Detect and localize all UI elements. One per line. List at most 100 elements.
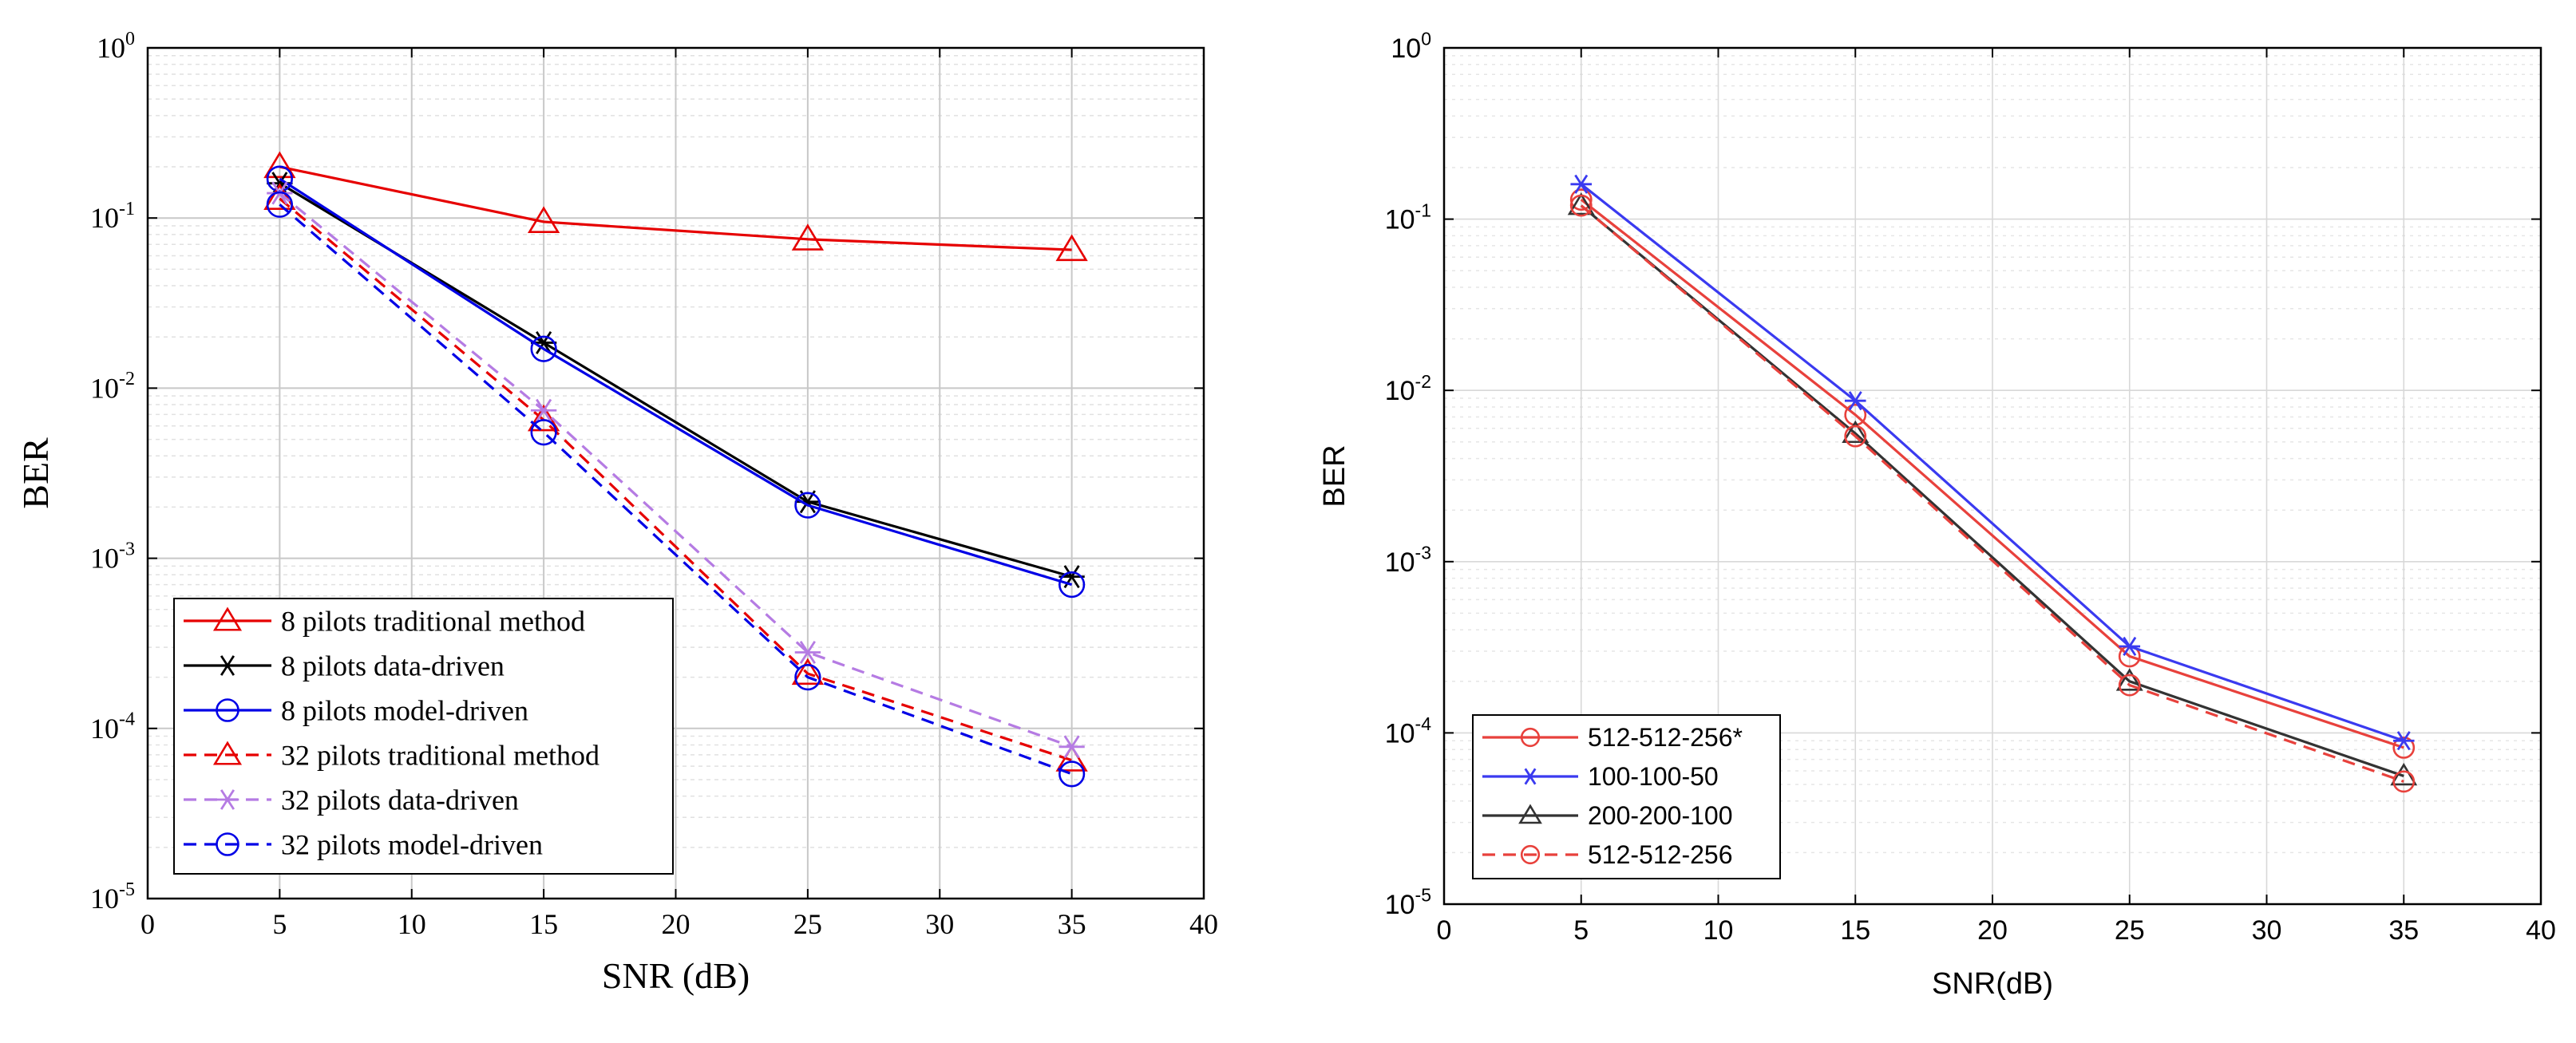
legend-item: 8 pilots data-driven (184, 650, 505, 682)
x-tick-label: 35 (1058, 908, 1086, 940)
x-tick-label: 5 (1573, 915, 1589, 946)
legend-label: 8 pilots model-driven (281, 695, 528, 727)
series-512-512-256 (1569, 194, 2416, 793)
y-tick-label: 10-3 (1385, 543, 1431, 578)
marker-circle (2392, 770, 2416, 793)
asterisk-stroke (2123, 636, 2137, 657)
marker-triangle (1055, 745, 1088, 772)
x-tick-label: 25 (2115, 915, 2145, 946)
y-tick-label: 10-4 (1385, 713, 1431, 749)
legend: 512-512-256* 100-100-50 200-200-100 512-512… (1472, 714, 1781, 879)
marker-asterisk (1058, 735, 1085, 759)
y-tick-label: 10-2 (1385, 371, 1431, 406)
legend-label: 8 pilots traditional method (281, 606, 585, 638)
x-tick-label: 20 (1977, 915, 2008, 946)
marker-circle (1520, 727, 1541, 748)
legend-item: 512-512-256* (1482, 723, 1743, 752)
x-tick-label: 10 (398, 908, 426, 940)
series-line (279, 197, 1073, 762)
marker-circle (1569, 188, 1593, 211)
legend-item: 512-512-256 (1482, 840, 1732, 869)
series-32-pilots-traditional-method (263, 183, 1088, 772)
marker-triangle (212, 606, 243, 631)
series-32-pilots-data-driven (267, 181, 1085, 759)
series-group (263, 151, 1088, 788)
x-tick-label: 30 (2252, 915, 2282, 946)
marker-circle (266, 191, 293, 218)
y-tick-label: 10-4 (90, 709, 135, 745)
marker-asterisk (216, 655, 239, 676)
series-line (1580, 204, 2404, 783)
y-tick-label: 100 (97, 29, 135, 64)
x-tick-label: 0 (140, 908, 155, 940)
marker-circle (530, 335, 557, 362)
legend-item: 200-200-100 (1482, 801, 1732, 830)
legend-item: 8 pilots traditional method (184, 606, 585, 638)
marker-triangle (791, 658, 825, 685)
legend-label: 32 pilots model-driven (281, 829, 543, 861)
x-tick-label: 20 (662, 908, 690, 940)
marker-triangle (791, 223, 825, 251)
y-tick-label: 100 (1391, 29, 1431, 64)
y-tick-label: 10-5 (90, 879, 135, 915)
marker-triangle (1842, 420, 1870, 444)
x-tick-label: 5 (272, 908, 287, 940)
legend-box (173, 598, 674, 875)
marker-asterisk (530, 398, 557, 422)
marker-triangle (527, 206, 560, 233)
x-tick-label: 15 (529, 908, 558, 940)
marker-circle (1844, 403, 1867, 426)
marker-asterisk (1521, 768, 1540, 785)
y-tick-label: 10-1 (1385, 200, 1431, 235)
series-line (279, 165, 1072, 251)
asterisk-stroke (1524, 768, 1537, 785)
x-tick-label: 40 (1189, 908, 1218, 940)
marker-triangle (263, 151, 296, 179)
marker-triangle (527, 404, 560, 432)
legend-label: 200-200-100 (1588, 801, 1732, 830)
marker-triangle (212, 741, 243, 765)
asterisk-stroke (536, 398, 552, 422)
asterisk-stroke (2396, 731, 2411, 751)
y-tick-label: 10-1 (90, 199, 135, 234)
asterisk-stroke (799, 640, 816, 664)
series-line (279, 192, 1073, 749)
series-line (279, 177, 1073, 587)
marker-asterisk (794, 640, 821, 664)
series-32-pilots-model-driven (266, 191, 1086, 788)
x-tick-label: 40 (2526, 915, 2556, 946)
chart-1: 0 5 10 15 20 25 30 35 40 100 10-1 10-2 10-3 10-4 10-5 S… (15, 29, 1218, 996)
series-8-pilots-model-driven (266, 165, 1086, 599)
series-line (1580, 198, 2404, 749)
series-line (1580, 183, 2404, 742)
legend-label: 32 pilots traditional method (281, 740, 599, 772)
asterisk-stroke (220, 655, 235, 676)
marker-circle (1058, 761, 1086, 788)
legend-label: 512-512-256* (1588, 723, 1743, 752)
marker-circle (1844, 425, 1867, 448)
marker-asterisk (1844, 391, 1866, 411)
x-axis-label: SNR(dB) (1932, 967, 2053, 1001)
asterisk-stroke (1574, 174, 1589, 194)
y-axis-label: BER (15, 437, 56, 509)
x-tick-label: 25 (793, 908, 822, 940)
marker-circle (2118, 674, 2141, 697)
marker-asterisk (1570, 174, 1593, 194)
series-group (1567, 174, 2418, 793)
legend-item: 32 pilots data-driven (184, 784, 519, 816)
marker-circle (1058, 571, 1086, 599)
marker-asterisk (2392, 731, 2415, 751)
marker-circle (216, 832, 239, 856)
marker-triangle (1055, 234, 1088, 262)
y-tick-label: 10-3 (90, 539, 135, 574)
x-tick-label: 30 (925, 908, 954, 940)
marker-circle (794, 664, 821, 691)
legend-item: 32 pilots model-driven (184, 829, 543, 861)
legend-item: 100-100-50 (1482, 762, 1719, 791)
marker-triangle (1567, 192, 1595, 215)
legend-label: 100-100-50 (1588, 762, 1719, 791)
x-tick-label: 35 (2388, 915, 2419, 946)
y-axis-label: BER (1318, 444, 1351, 507)
marker-asterisk (2119, 636, 2141, 657)
